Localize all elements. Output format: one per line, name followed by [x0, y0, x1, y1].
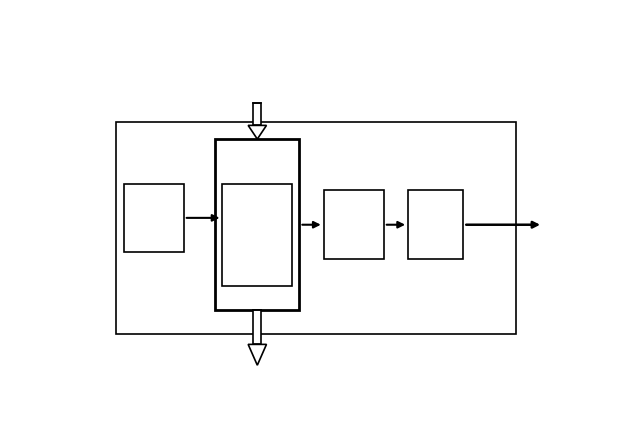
- Bar: [253, 103, 261, 125]
- Bar: [116, 122, 516, 334]
- Bar: [323, 190, 384, 259]
- Bar: [223, 184, 292, 287]
- Bar: [253, 311, 261, 344]
- Bar: [215, 139, 300, 311]
- Polygon shape: [248, 344, 266, 365]
- Polygon shape: [248, 125, 266, 139]
- Bar: [124, 184, 184, 252]
- Bar: [408, 190, 463, 259]
